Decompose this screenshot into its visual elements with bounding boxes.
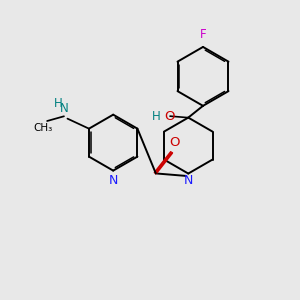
Text: F: F — [200, 28, 206, 41]
Text: O: O — [169, 136, 180, 149]
Text: O: O — [164, 110, 175, 123]
Text: H: H — [54, 97, 63, 110]
Text: N: N — [184, 174, 193, 187]
Text: N: N — [109, 174, 118, 187]
Text: H: H — [152, 110, 160, 123]
Text: N: N — [60, 102, 69, 115]
Text: CH₃: CH₃ — [34, 123, 53, 133]
